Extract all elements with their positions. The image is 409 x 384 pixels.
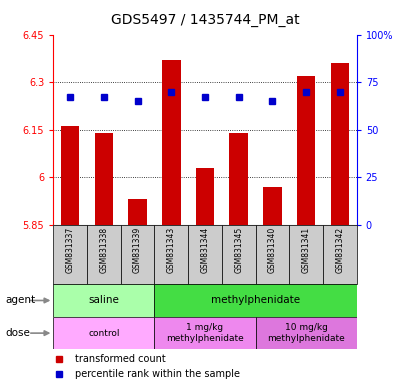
Bar	[162, 60, 180, 225]
Bar	[87, 225, 120, 284]
Bar	[289, 225, 322, 284]
Bar	[154, 284, 356, 317]
Bar	[128, 199, 146, 225]
Text: dose: dose	[5, 328, 30, 338]
Text: methylphenidate: methylphenidate	[211, 295, 299, 306]
Bar	[94, 133, 113, 225]
Bar	[195, 168, 214, 225]
Text: percentile rank within the sample: percentile rank within the sample	[74, 369, 239, 379]
Bar	[221, 225, 255, 284]
Bar	[322, 225, 356, 284]
Bar	[255, 317, 356, 349]
Bar	[61, 126, 79, 225]
Bar	[296, 76, 315, 225]
Text: GSM831339: GSM831339	[133, 227, 142, 273]
Text: 10 mg/kg
methylphenidate: 10 mg/kg methylphenidate	[267, 323, 344, 343]
Bar	[53, 284, 154, 317]
Text: GSM831343: GSM831343	[166, 227, 175, 273]
Text: GDS5497 / 1435744_PM_at: GDS5497 / 1435744_PM_at	[110, 13, 299, 27]
Bar	[330, 63, 348, 225]
Bar	[255, 225, 289, 284]
Text: 1 mg/kg
methylphenidate: 1 mg/kg methylphenidate	[166, 323, 243, 343]
Text: GSM831345: GSM831345	[234, 227, 243, 273]
Text: GSM831341: GSM831341	[301, 227, 310, 273]
Text: GSM831338: GSM831338	[99, 227, 108, 273]
Text: GSM831340: GSM831340	[267, 227, 276, 273]
Text: GSM831342: GSM831342	[335, 227, 344, 273]
Bar	[263, 187, 281, 225]
Text: transformed count: transformed count	[74, 354, 165, 364]
Bar	[120, 225, 154, 284]
Text: GSM831344: GSM831344	[200, 227, 209, 273]
Bar	[229, 133, 247, 225]
Bar	[154, 317, 255, 349]
Text: GSM831337: GSM831337	[65, 227, 74, 273]
Text: control: control	[88, 329, 119, 338]
Text: agent: agent	[5, 295, 35, 306]
Text: saline: saline	[88, 295, 119, 306]
Bar	[188, 225, 221, 284]
Bar	[53, 317, 154, 349]
Bar	[154, 225, 188, 284]
Bar	[53, 225, 87, 284]
